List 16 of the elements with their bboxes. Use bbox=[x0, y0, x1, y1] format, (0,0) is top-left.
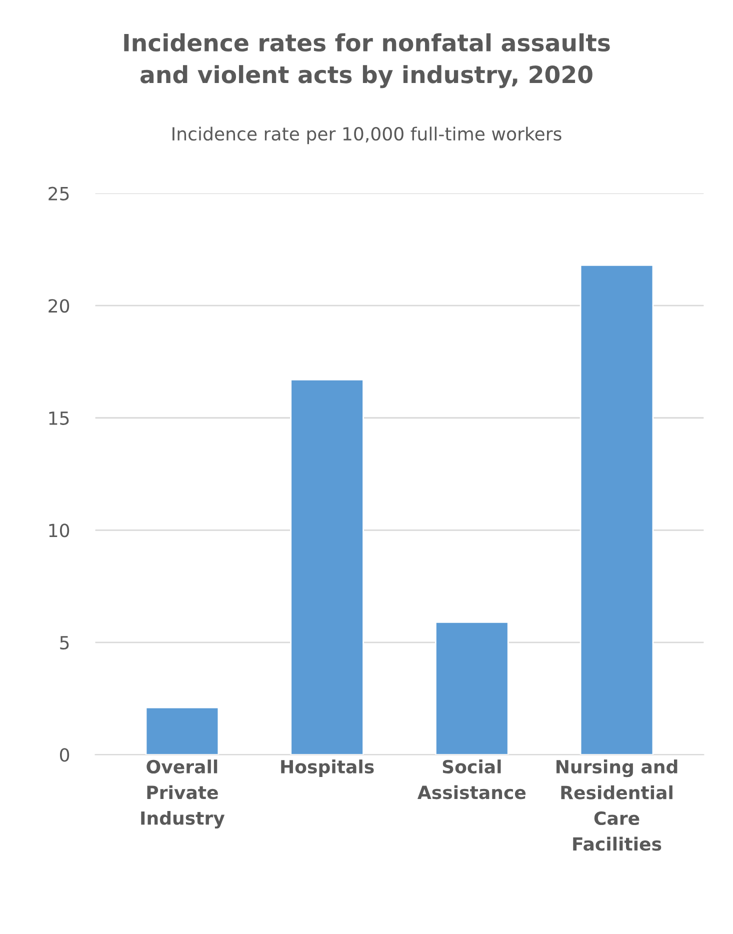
bar bbox=[145, 706, 220, 755]
chart-title: Incidence rates for nonfatal assaults and violent acts by industry, 2020 bbox=[124, 33, 610, 88]
y-tick-label: 5 bbox=[60, 636, 69, 650]
y-tick-label: 15 bbox=[49, 412, 69, 425]
y-tick-label: 10 bbox=[49, 524, 70, 538]
x-tick-label: Nursing and Residential Care Facilities bbox=[556, 760, 678, 851]
x-tick-label: Hospitals bbox=[281, 760, 374, 778]
y-tick-label: 0 bbox=[60, 748, 70, 762]
chart-subtitle: Incidence rate per 10,000 full-time workers bbox=[172, 126, 562, 144]
x-tick-label: Social Assistance bbox=[417, 760, 526, 800]
y-tick-label: 25 bbox=[48, 186, 69, 200]
bar bbox=[290, 379, 364, 755]
y-tick-label: 20 bbox=[48, 299, 70, 313]
bar bbox=[580, 264, 654, 755]
x-tick-label: Overall Private Industry bbox=[141, 760, 225, 829]
bar bbox=[435, 622, 509, 755]
